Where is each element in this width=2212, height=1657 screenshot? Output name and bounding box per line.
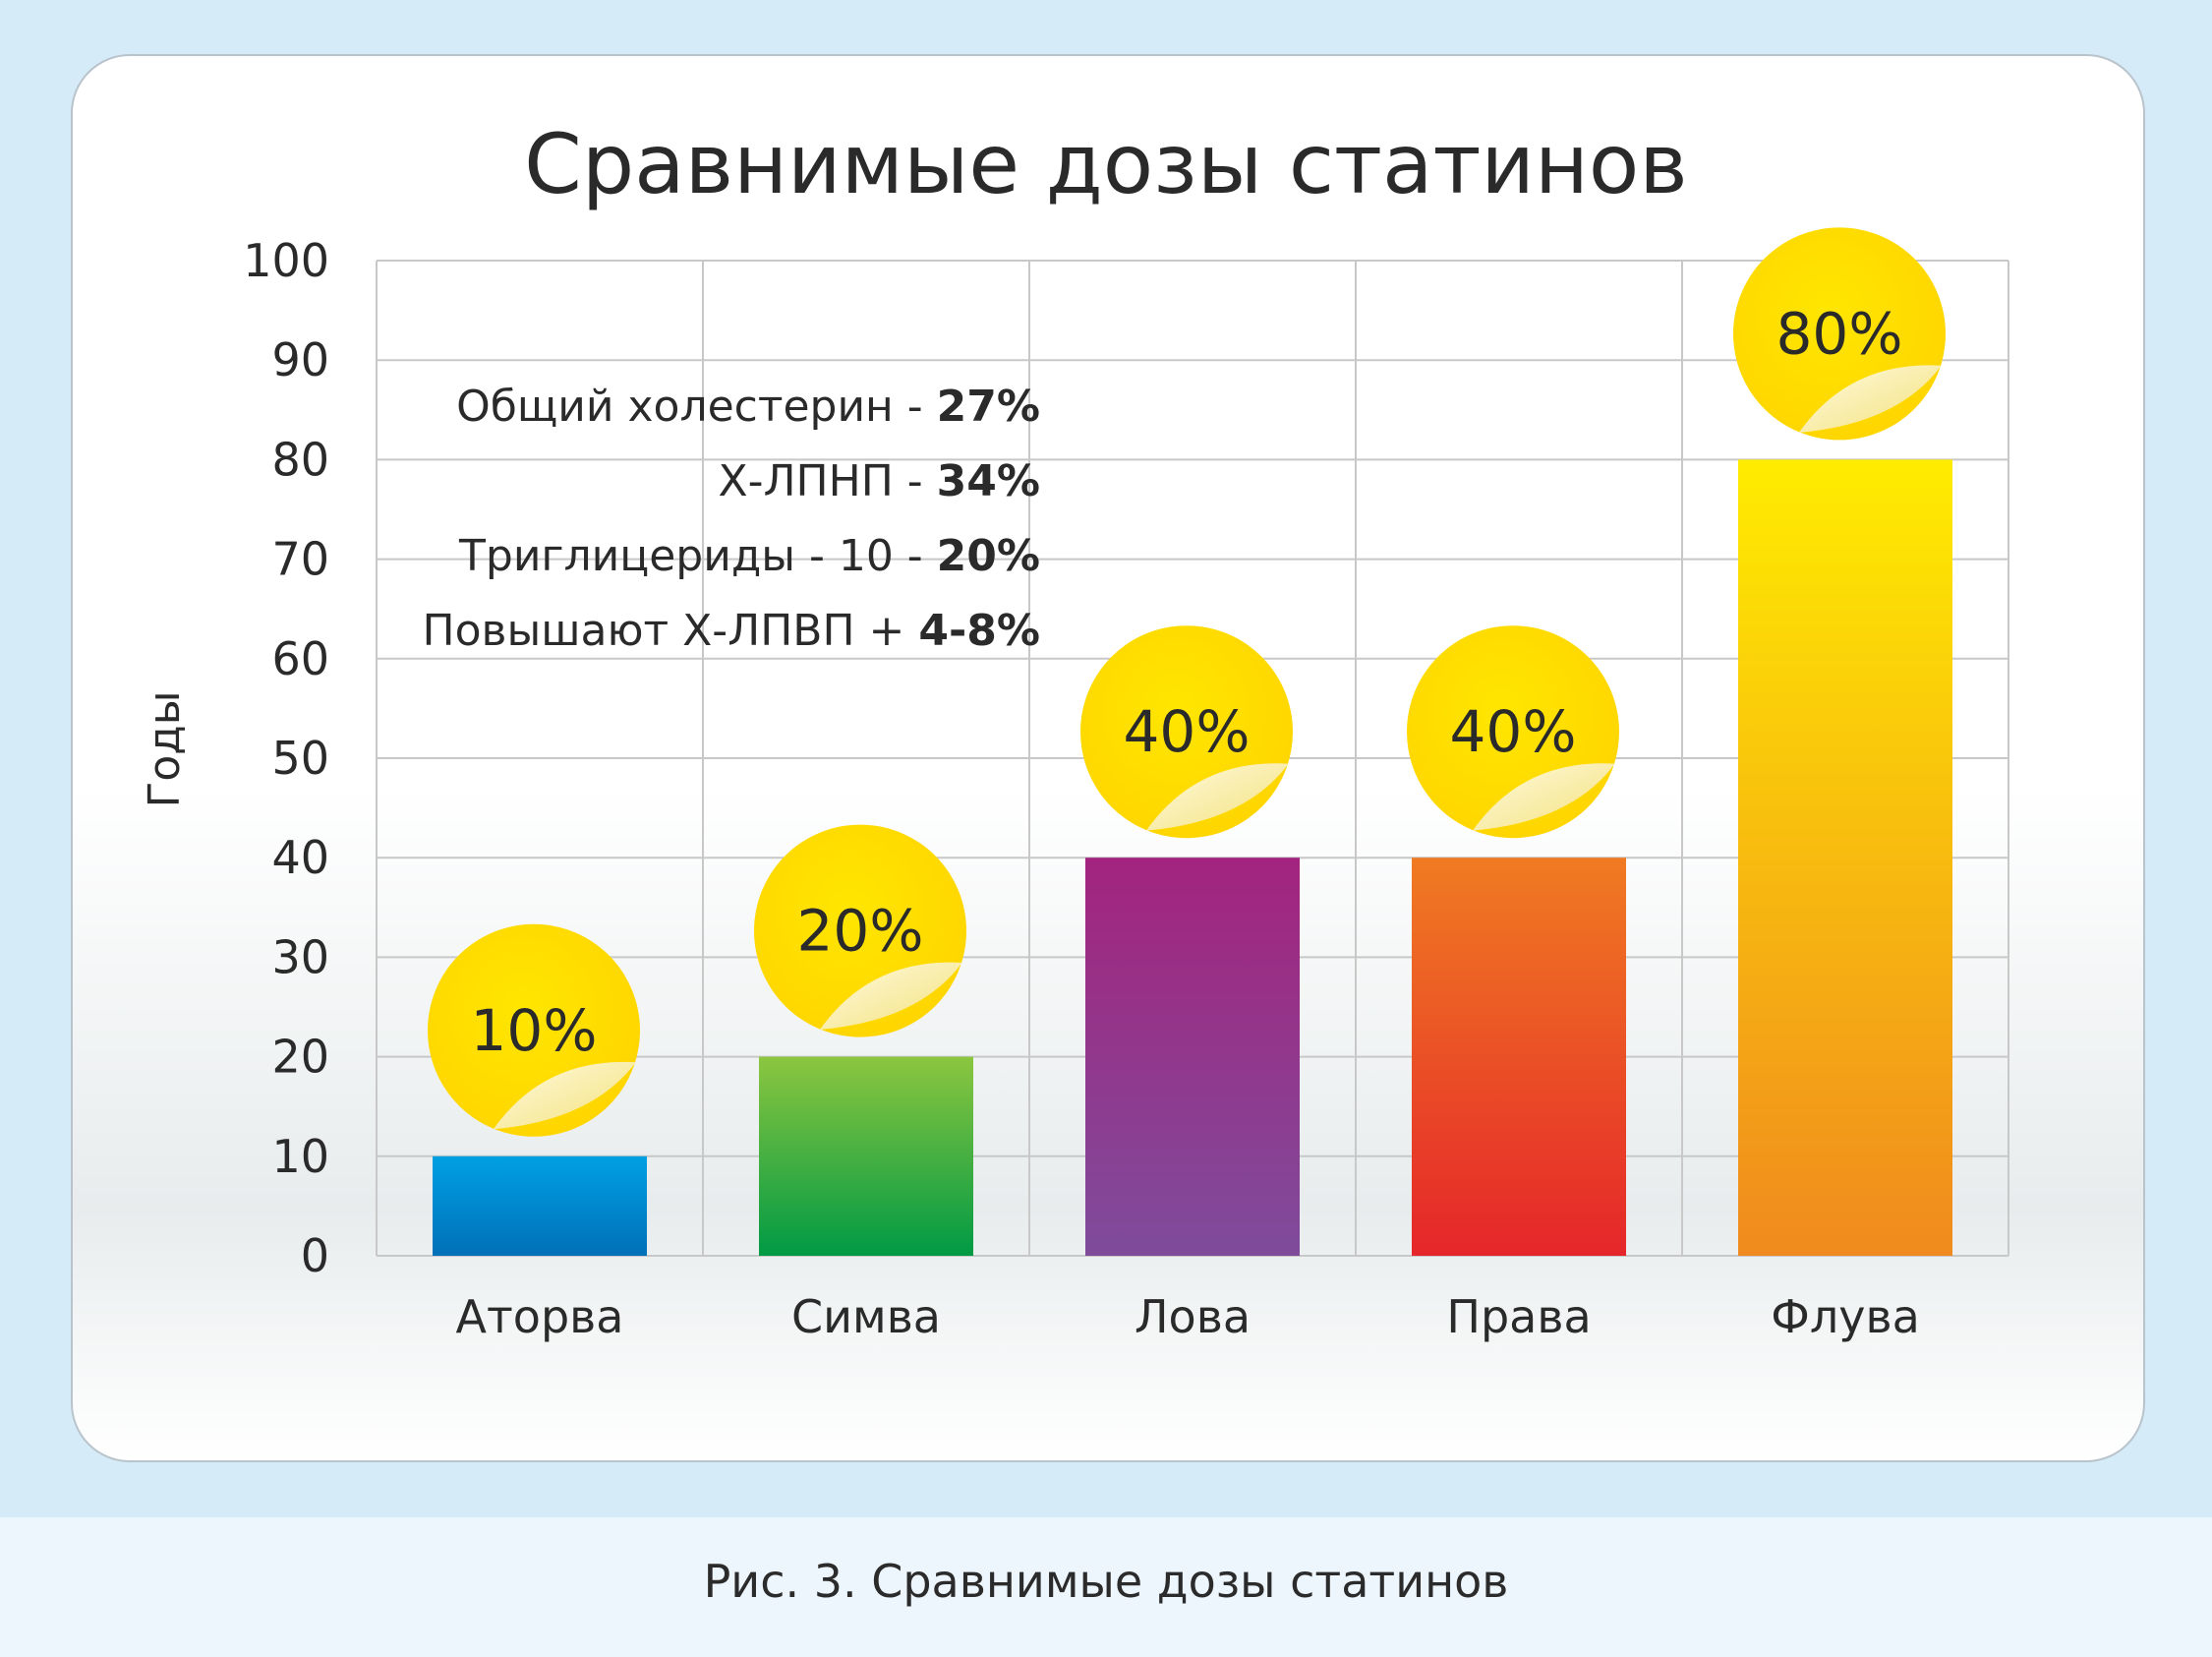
y-axis-ticks: 0 10 20 30 40 50 60 70 80 90 100 — [243, 234, 329, 1282]
data-label: 40% — [1450, 698, 1577, 765]
bar-chart: 0 10 20 30 40 50 60 70 80 90 100 Аторва Симва Лова Пр… — [140, 227, 2009, 1343]
y-axis-label: Годы — [140, 691, 190, 808]
bar — [1738, 459, 1952, 1256]
y-tick-label: 100 — [243, 234, 329, 287]
x-tick-label: Симва — [791, 1290, 941, 1343]
y-tick-label: 70 — [271, 533, 329, 586]
bars — [433, 459, 1952, 1256]
bar — [759, 1056, 973, 1256]
data-label-badge: 80% — [1733, 227, 1946, 441]
y-tick-label: 30 — [271, 930, 329, 983]
bar — [1085, 858, 1300, 1256]
data-label-badge: 40% — [1080, 625, 1293, 839]
note-line: Триглицериды - 10 - 20% — [459, 531, 1040, 581]
y-tick-label: 10 — [271, 1130, 329, 1183]
data-label-badge: 40% — [1407, 625, 1619, 839]
data-label: 80% — [1776, 300, 1903, 367]
data-labels: 10% 20% 40% 40% 80% — [428, 227, 1946, 1137]
y-tick-label: 20 — [271, 1031, 329, 1084]
x-tick-label: Аторва — [456, 1290, 624, 1343]
note-line: Повышают Х-ЛПВП + 4-8% — [422, 606, 1040, 656]
chart-title: Сравнимые дозы статинов — [524, 116, 1688, 212]
caption-band — [0, 1517, 2212, 1657]
y-tick-label: 80 — [271, 433, 329, 486]
data-label: 20% — [797, 898, 924, 965]
x-tick-label: Флува — [1771, 1290, 1920, 1343]
bar — [1412, 858, 1626, 1256]
x-tick-label: Лова — [1135, 1290, 1251, 1343]
y-tick-label: 40 — [271, 831, 329, 884]
note-line: Общий холестерин - 27% — [456, 382, 1040, 432]
effects-notes: Общий холестерин - 27% Х-ЛПНП - 34% Триг… — [374, 370, 1040, 669]
figure-caption: Рис. 3. Сравнимые дозы статинов — [703, 1555, 1509, 1608]
y-tick-label: 60 — [271, 632, 329, 685]
y-tick-label: 90 — [271, 333, 329, 386]
data-label: 10% — [471, 997, 598, 1064]
y-tick-label: 50 — [271, 732, 329, 785]
data-label-badge: 10% — [428, 923, 640, 1137]
note-line: Х-ЛПНП - 34% — [718, 456, 1040, 506]
data-label: 40% — [1124, 698, 1251, 765]
bar — [433, 1155, 647, 1256]
y-tick-label: 0 — [301, 1229, 329, 1282]
data-label-badge: 20% — [754, 824, 966, 1037]
x-tick-label: Права — [1446, 1290, 1591, 1343]
x-axis-labels: Аторва Симва Лова Права Флува — [456, 1290, 1920, 1343]
